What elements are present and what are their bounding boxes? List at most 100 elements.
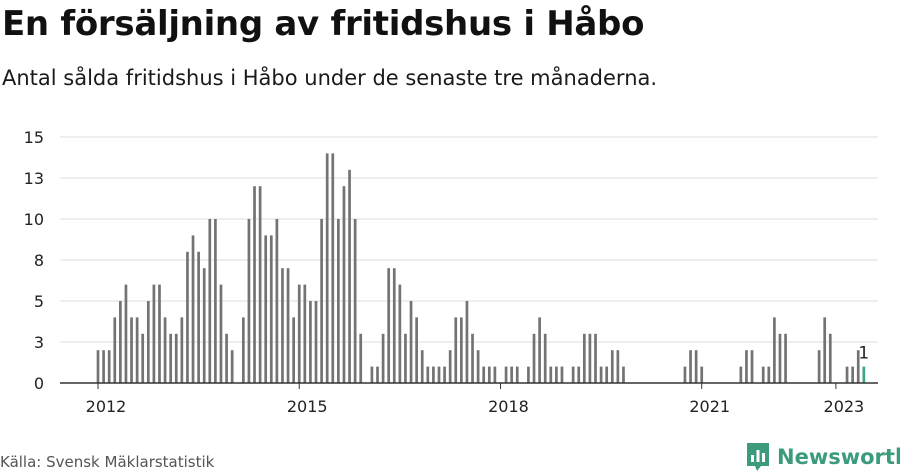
bar bbox=[314, 301, 318, 383]
x-tick-label: 2015 bbox=[287, 397, 328, 416]
bar bbox=[454, 317, 458, 383]
bar bbox=[745, 350, 748, 383]
bar bbox=[359, 333, 363, 383]
bar bbox=[700, 366, 704, 383]
bar bbox=[281, 268, 284, 383]
bar bbox=[337, 219, 340, 383]
bar bbox=[739, 366, 743, 383]
y-tick-label: 3 bbox=[34, 333, 44, 352]
bar bbox=[269, 235, 273, 383]
bar bbox=[230, 350, 234, 383]
y-tick-label: 5 bbox=[34, 292, 44, 311]
bar bbox=[376, 366, 379, 383]
bar bbox=[773, 317, 776, 383]
y-tick-label: 13 bbox=[24, 169, 44, 188]
bar bbox=[845, 366, 849, 383]
x-tick-label: 2018 bbox=[488, 397, 529, 416]
y-tick-label: 15 bbox=[24, 128, 44, 147]
bar bbox=[275, 219, 279, 383]
bar bbox=[404, 333, 407, 383]
bar bbox=[616, 350, 620, 383]
bar bbox=[487, 366, 491, 383]
bar bbox=[119, 301, 122, 383]
bar bbox=[527, 366, 530, 383]
bar bbox=[96, 350, 100, 383]
bar bbox=[297, 284, 301, 383]
bar bbox=[465, 301, 469, 383]
bar bbox=[253, 186, 256, 383]
bar bbox=[398, 284, 402, 383]
bar bbox=[241, 317, 245, 383]
bar bbox=[689, 350, 692, 383]
bar bbox=[214, 219, 217, 383]
bar bbox=[538, 317, 541, 383]
y-axis-tick-labels: 0 3 5 8 10 13 15 bbox=[24, 128, 44, 393]
bar bbox=[158, 284, 161, 383]
bar bbox=[767, 366, 771, 383]
bar bbox=[202, 268, 206, 383]
bar bbox=[599, 366, 603, 383]
bar bbox=[582, 333, 586, 383]
bar bbox=[353, 219, 357, 383]
bar bbox=[443, 366, 446, 383]
x-tick-label: 2012 bbox=[86, 397, 127, 416]
bar bbox=[370, 366, 374, 383]
newsworthy-logo[interactable]: Newsworthy bbox=[745, 441, 900, 473]
bar bbox=[622, 366, 625, 383]
bar bbox=[348, 169, 351, 383]
bar bbox=[571, 366, 575, 383]
bar bbox=[460, 317, 463, 383]
bar bbox=[510, 366, 514, 383]
bar bbox=[823, 317, 827, 383]
bar bbox=[387, 268, 391, 383]
bar bbox=[588, 333, 592, 383]
bar bbox=[409, 301, 413, 383]
bar-chart: 0 3 5 8 10 13 15 2012 2015 2018 2021 2023 1 bbox=[24, 128, 878, 416]
bar bbox=[851, 366, 854, 383]
bar bbox=[694, 350, 698, 383]
bar bbox=[610, 350, 614, 383]
y-tick-label: 8 bbox=[34, 251, 44, 270]
bar bbox=[331, 153, 335, 383]
bar bbox=[102, 350, 105, 383]
bar bbox=[515, 366, 519, 383]
bar bbox=[219, 284, 223, 383]
bar bbox=[683, 366, 687, 383]
y-tick-label: 10 bbox=[24, 210, 44, 229]
bar bbox=[169, 333, 173, 383]
chart-title: En försäljning av fritidshus i Håbo bbox=[2, 4, 645, 44]
bar bbox=[420, 350, 424, 383]
bar-series bbox=[96, 153, 866, 383]
bar bbox=[560, 366, 564, 383]
bar bbox=[476, 350, 480, 383]
bar bbox=[549, 366, 553, 383]
bar bbox=[448, 350, 452, 383]
x-tick-label: 2021 bbox=[689, 397, 730, 416]
bar bbox=[381, 333, 385, 383]
bar bbox=[113, 317, 117, 383]
bar bbox=[303, 284, 307, 383]
bar bbox=[555, 366, 558, 383]
bar bbox=[415, 317, 418, 383]
bar bbox=[426, 366, 430, 383]
bar bbox=[286, 268, 290, 383]
bar bbox=[320, 219, 323, 383]
bar bbox=[817, 350, 821, 383]
bar bbox=[594, 333, 597, 383]
bar bbox=[191, 235, 195, 383]
bar bbox=[493, 366, 497, 383]
bar bbox=[107, 350, 111, 383]
bar bbox=[778, 333, 782, 383]
bar bbox=[828, 333, 832, 383]
bar bbox=[146, 301, 150, 383]
bar bbox=[135, 317, 139, 383]
bar bbox=[264, 235, 268, 383]
bar bbox=[392, 268, 396, 383]
bar bbox=[163, 317, 167, 383]
bar-chart-speech-bubble-icon bbox=[747, 443, 769, 471]
bar bbox=[292, 317, 295, 383]
bar bbox=[174, 333, 178, 383]
bar bbox=[180, 317, 184, 383]
bar bbox=[141, 333, 145, 383]
bar bbox=[471, 333, 474, 383]
